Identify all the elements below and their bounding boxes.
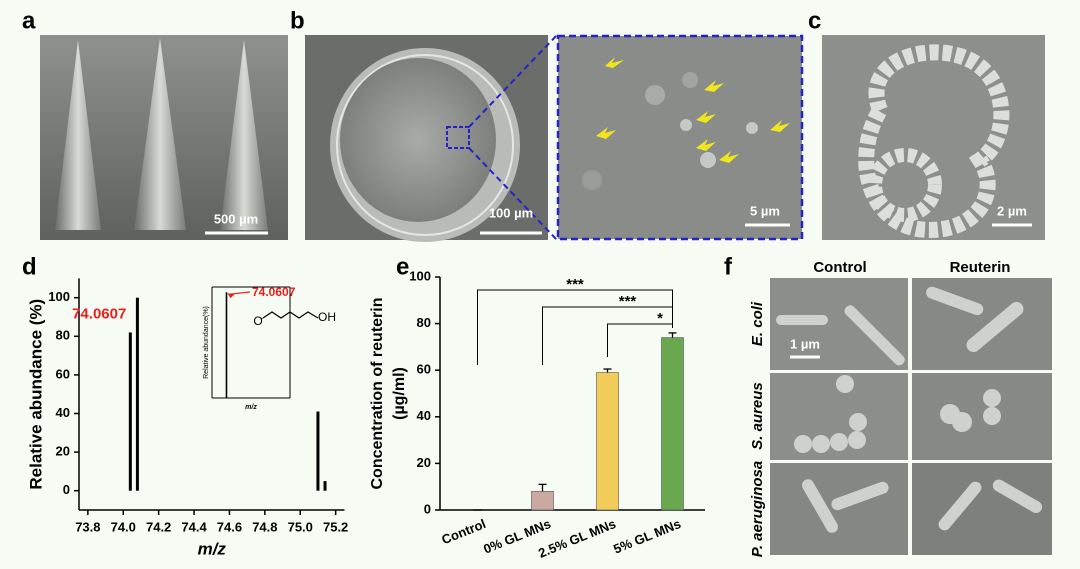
x-tick-label: 74.6 — [217, 519, 242, 534]
y-tick-label: 60 — [417, 362, 431, 377]
peak-annotation: 74.0607 — [252, 285, 296, 299]
scale-bar-label: 5 µm — [750, 203, 780, 218]
y-tick-label: 40 — [417, 408, 431, 423]
peak — [323, 481, 327, 491]
significance-bracket — [607, 323, 673, 358]
y-tick-label: 100 — [409, 268, 431, 283]
y-tick-label: 80 — [417, 315, 431, 330]
annotation-arrowhead — [227, 293, 235, 299]
significance-bracket — [477, 289, 673, 365]
sem-image — [40, 35, 288, 240]
peak — [316, 411, 320, 491]
row-label: E. coli — [749, 301, 766, 346]
y-tick-label: 80 — [56, 328, 70, 343]
row-label: P. aeruginosa — [749, 461, 766, 557]
structure-label: OH — [318, 310, 336, 324]
x-tick-label: 74.8 — [252, 519, 277, 534]
x-axis-label: m/z — [245, 404, 257, 411]
y-tick-label: 20 — [417, 455, 431, 470]
peak — [225, 292, 228, 398]
panel-label: d — [22, 253, 37, 280]
bar — [531, 491, 554, 511]
x-tick-label: 74.4 — [181, 519, 207, 534]
y-tick-label: 0 — [63, 482, 70, 497]
y-axis-label: Concentration of reuterin — [369, 297, 386, 489]
peak — [135, 297, 139, 491]
x-tick-label: 75.0 — [288, 519, 313, 534]
y-tick-label: 0 — [424, 501, 431, 516]
x-tick-label: 74.2 — [146, 519, 171, 534]
annotation-arrow — [228, 291, 251, 295]
x-tick-label: 73.8 — [75, 519, 100, 534]
scale-bar-label: 100 µm — [489, 205, 533, 220]
y-axis-label: Relative abundance(%) — [203, 306, 210, 379]
x-tick-label: 74.0 — [111, 519, 136, 534]
structure-label: O — [253, 314, 262, 328]
panel-label: a — [22, 7, 36, 34]
significance-bracket — [542, 306, 673, 365]
bar — [661, 337, 684, 511]
bar — [596, 372, 619, 511]
row-label: S. aureus — [749, 382, 766, 450]
x-axis-label: m/z — [198, 539, 227, 558]
panel-label: b — [290, 7, 305, 34]
y-tick-label: 60 — [56, 366, 70, 381]
peak — [128, 332, 132, 491]
y-tick-label: 100 — [48, 289, 70, 304]
panel-label: f — [724, 253, 733, 280]
scale-bar-label: 500 µm — [214, 211, 258, 226]
panel-label: c — [808, 7, 821, 34]
y-tick-label: 40 — [56, 405, 70, 420]
sem-image — [305, 34, 804, 242]
sem-grid — [770, 278, 1052, 555]
column-header: Control — [813, 259, 866, 276]
peak-annotation: 74.0607 — [72, 305, 126, 322]
y-axis-label: (µg/ml) — [391, 367, 408, 420]
significance-label: *** — [619, 293, 637, 310]
scale-bar-label: 1 µm — [790, 336, 820, 351]
x-tick-label: 75.2 — [323, 519, 348, 534]
column-header: Reuterin — [950, 259, 1011, 276]
sem-image — [822, 35, 1045, 240]
y-axis-label: Relative abundance (%) — [26, 299, 45, 490]
scale-bar-label: 2 µm — [997, 203, 1027, 218]
significance-label: * — [657, 310, 663, 327]
panel-label: e — [396, 253, 409, 280]
x-tick-label: 5% GL MNs — [611, 516, 683, 557]
significance-label: *** — [566, 276, 584, 293]
y-tick-label: 20 — [56, 444, 70, 459]
